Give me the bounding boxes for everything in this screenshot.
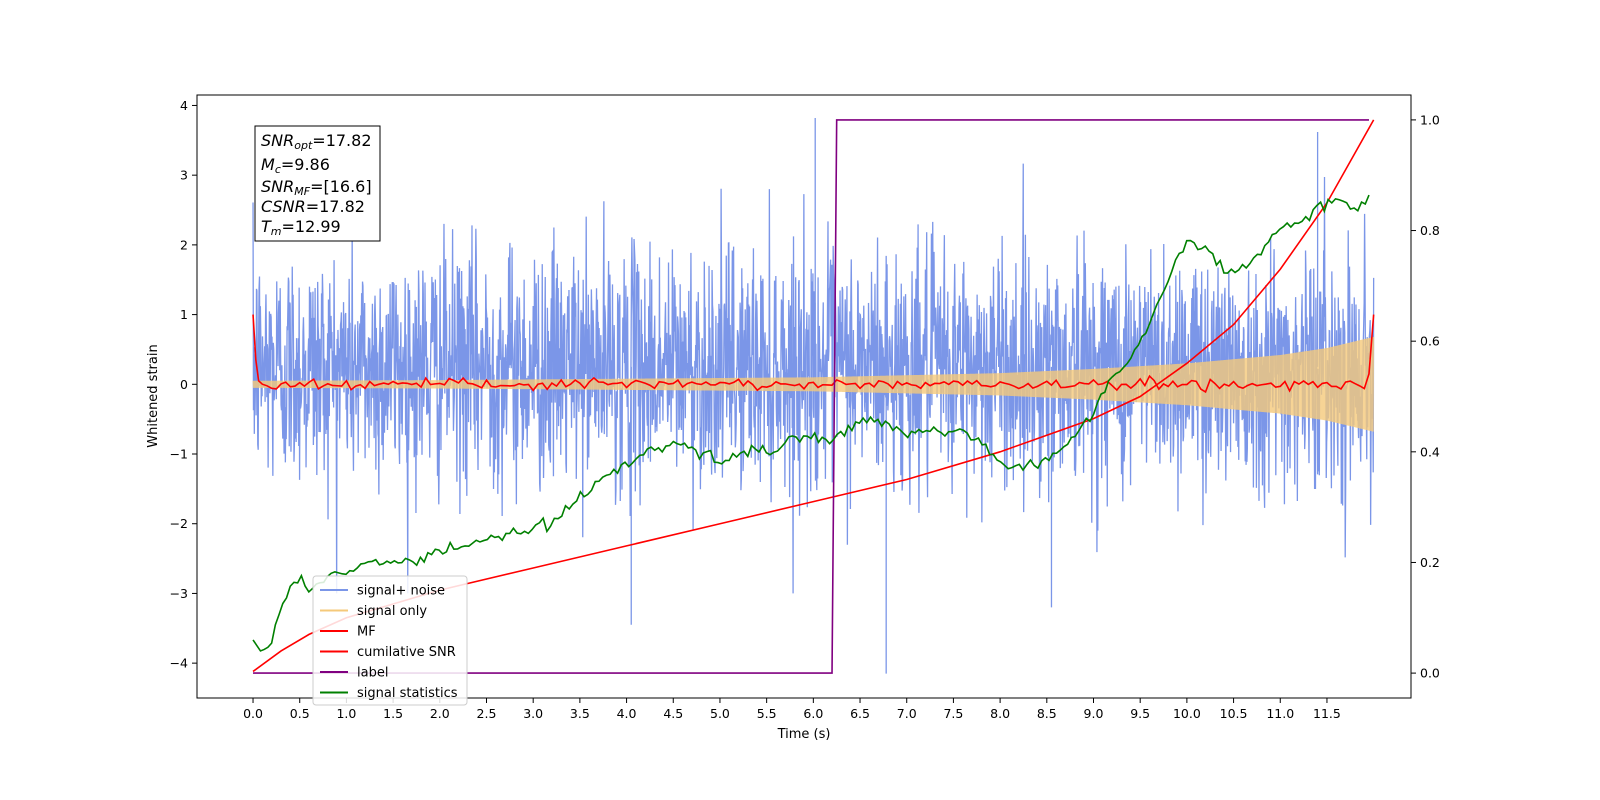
legend: signal+ noise signal only MF cumilative SNR… bbox=[312, 575, 468, 706]
x-axis-label: Time (s) bbox=[777, 727, 831, 742]
x-tick-label: 3.0 bbox=[523, 706, 543, 721]
info-tm: Tm=12.99 bbox=[261, 217, 341, 238]
y-tick-label: 4 bbox=[180, 98, 188, 113]
y2-tick-label: 0.6 bbox=[1420, 334, 1440, 349]
legend-entry-label: MF bbox=[357, 625, 376, 640]
series-label-line bbox=[253, 119, 1369, 674]
y2-tick-label: 0.2 bbox=[1420, 555, 1440, 570]
y-tick-label: 0 bbox=[180, 377, 188, 392]
x-tick-label: 0.5 bbox=[290, 706, 310, 721]
info-snr-mf: SNRMF=[16.6] bbox=[261, 177, 372, 198]
axes: 0.0 0.5 1.0 1.5 2.0 2.5 3.0 3.5 4.0 4.5 5.0 5.5 6.0 6… bbox=[170, 98, 1440, 721]
x-tick-label: 6.5 bbox=[850, 706, 870, 721]
x-tick-label: 9.0 bbox=[1084, 706, 1104, 721]
series-signal-statistics-line bbox=[252, 194, 1370, 652]
x-tick-label: 6.0 bbox=[803, 706, 823, 721]
y-tick-label: −4 bbox=[170, 656, 188, 671]
legend-entry-label: signal only bbox=[357, 604, 427, 619]
y-tick-label: 3 bbox=[180, 168, 188, 183]
x-tick-label: 11.5 bbox=[1313, 706, 1341, 721]
x-tick-label: 3.5 bbox=[570, 706, 590, 721]
y-tick-label: 2 bbox=[180, 237, 188, 252]
x-tick-label: 1.5 bbox=[383, 706, 403, 721]
x-tick-label: 8.5 bbox=[1037, 706, 1057, 721]
x-tick-label: 2.5 bbox=[477, 706, 497, 721]
info-box: SNRopt=17.82 Mc=9.86 SNRMF=[16.6] CSNR=1… bbox=[254, 125, 381, 242]
info-csnr: CSNR=17.82 bbox=[261, 197, 365, 216]
y2-tick-label: 0.4 bbox=[1420, 444, 1440, 459]
info-box-frame bbox=[254, 125, 381, 242]
plot-area bbox=[252, 118, 1375, 674]
y2-tick-label: 0.8 bbox=[1420, 223, 1440, 238]
y2-tick-label: 1.0 bbox=[1420, 112, 1440, 127]
x-tick-label: 5.5 bbox=[757, 706, 777, 721]
x-tick-label: 9.5 bbox=[1130, 706, 1150, 721]
legend-entry-label: cumilative SNR bbox=[357, 645, 456, 660]
x-tick-label: 4.5 bbox=[663, 706, 683, 721]
legend-entry-label: signal statistics bbox=[357, 686, 458, 701]
x-tick-label: 11.0 bbox=[1266, 706, 1294, 721]
x-tick-label: 8.0 bbox=[990, 706, 1010, 721]
y-tick-label: 1 bbox=[180, 307, 188, 322]
legend-entry-label: signal+ noise bbox=[357, 584, 445, 599]
y2-tick-label: 0.0 bbox=[1420, 666, 1440, 681]
y-tick-label: −3 bbox=[170, 586, 188, 601]
x-tick-label: 1.0 bbox=[336, 706, 356, 721]
legend-frame bbox=[312, 575, 468, 706]
info-mc: Mc=9.86 bbox=[261, 155, 330, 176]
x-tick-label: 10.0 bbox=[1173, 706, 1201, 721]
info-snr-opt: SNRopt=17.82 bbox=[261, 131, 372, 152]
x-tick-label: 10.5 bbox=[1220, 706, 1248, 721]
plot-frame bbox=[196, 94, 1412, 699]
x-tick-label: 7.0 bbox=[897, 706, 917, 721]
x-tick-label: 7.5 bbox=[943, 706, 963, 721]
series-mf-line bbox=[252, 314, 1375, 394]
x-tick-label: 4.0 bbox=[617, 706, 637, 721]
x-tick-label: 5.0 bbox=[710, 706, 730, 721]
x-tick-label: 2.0 bbox=[430, 706, 450, 721]
legend-entry-label: label bbox=[357, 666, 388, 681]
y-tick-label: −2 bbox=[170, 516, 188, 531]
y-axis-label: Whitened strain bbox=[146, 344, 161, 447]
x-tick-label: 0.0 bbox=[243, 706, 263, 721]
y-tick-label: −1 bbox=[170, 447, 188, 462]
